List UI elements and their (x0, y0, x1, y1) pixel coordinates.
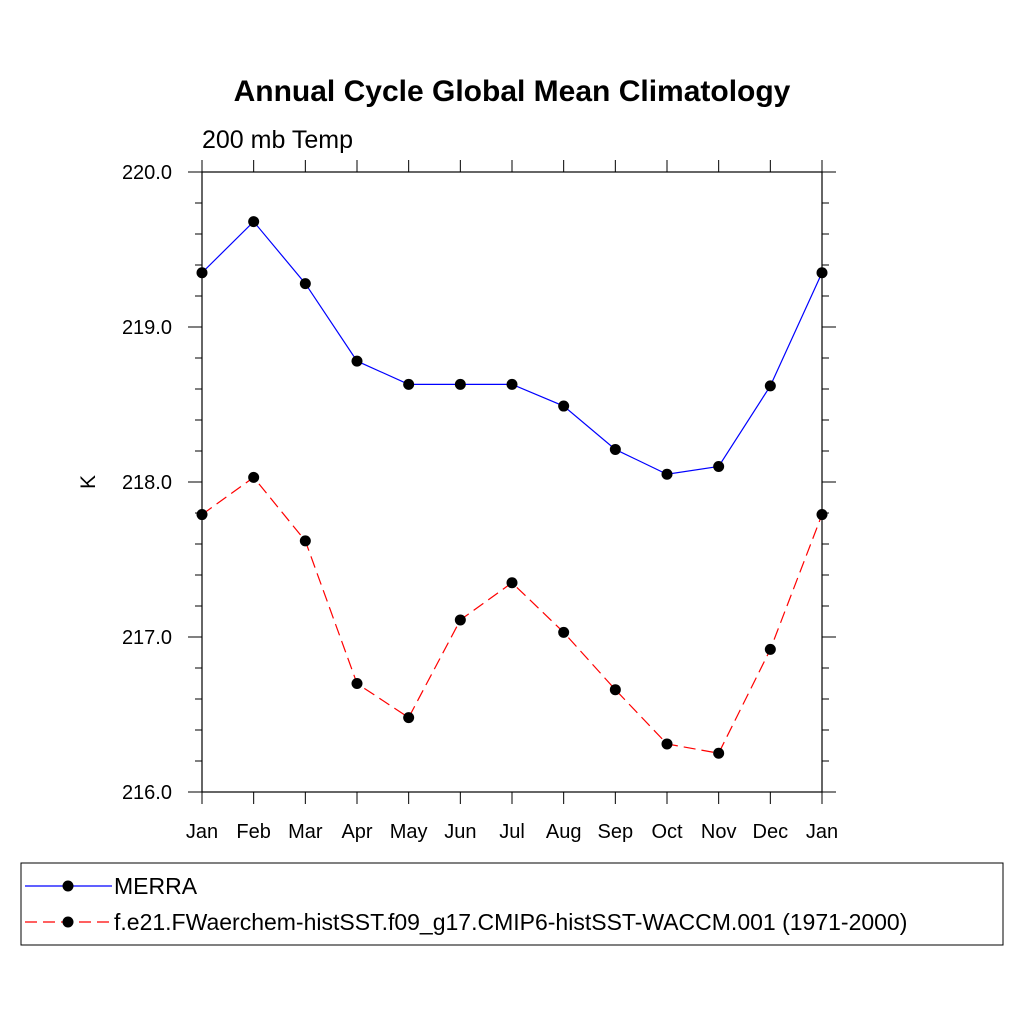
series-1-point (661, 468, 673, 480)
legend-marker-2 (62, 916, 74, 928)
x-tick-label: Aug (546, 821, 582, 843)
series-1-point (403, 378, 415, 390)
x-tick-label: Oct (651, 821, 683, 843)
x-tick-label: Jan (186, 821, 218, 843)
series-line-2 (201, 476, 823, 754)
legend-marker-1 (62, 880, 74, 892)
series-layer (196, 216, 828, 759)
series-1-point (351, 355, 363, 367)
series-1-point (299, 278, 311, 290)
series-1-point (454, 378, 466, 390)
series-2-point (506, 577, 518, 589)
x-tick-label: Nov (701, 821, 737, 843)
plot-frame (201, 171, 823, 793)
axis-ticks (188, 160, 836, 804)
y-axis-label: K (77, 475, 100, 489)
y-tick-label: 218.0 (122, 472, 172, 494)
series-2-point (661, 738, 673, 750)
series-2-point (196, 509, 208, 521)
legend-box (20, 862, 1004, 946)
series-2-point (816, 509, 828, 521)
x-tick-label: Feb (236, 821, 270, 843)
y-tick-label: 217.0 (122, 627, 172, 649)
x-tick-label: Dec (753, 821, 789, 843)
series-2-point (299, 535, 311, 547)
legend-label-2: f.e21.FWaerchem-histSST.f09_g17.CMIP6-hi… (114, 909, 907, 935)
y-tick-label: 219.0 (122, 317, 172, 339)
y-tick-label: 216.0 (122, 782, 172, 804)
x-tick-label: Jul (499, 821, 525, 843)
x-tick-label: Jan (806, 821, 838, 843)
y-tick-label: 220.0 (122, 162, 172, 184)
series-2-point (764, 643, 776, 655)
y-tick-labels: 216.0 217.0 218.0 219.0 220.0 (122, 162, 172, 804)
series-1-point (609, 443, 621, 455)
legend-label-1: MERRA (114, 873, 198, 899)
series-2-point (609, 684, 621, 696)
x-tick-label: Sep (598, 821, 634, 843)
x-tick-label: Mar (288, 821, 323, 843)
chart-subtitle: 200 mb Temp (202, 126, 353, 154)
series-line-1 (201, 220, 823, 475)
series-1-point (713, 461, 725, 472)
series-2-point (248, 471, 260, 483)
x-tick-label: Apr (341, 821, 372, 843)
series-1-point (558, 400, 570, 412)
x-tick-labels: Jan Feb Mar Apr May Jun Jul Aug Sep Oct Nov Dec Jan (186, 821, 838, 843)
x-tick-label: May (390, 821, 428, 843)
x-tick-label: Jun (444, 821, 476, 843)
series-1-point (248, 216, 260, 228)
series-2-point (403, 712, 415, 724)
legend: MERRA f.e21.FWaerchem-histSST.f09_g17.CMI… (25, 873, 907, 935)
chart-title: Annual Cycle Global Mean Climatology (234, 75, 791, 108)
series-2-point (713, 747, 725, 759)
series-2-point (351, 678, 363, 689)
series-1-point (196, 267, 208, 279)
series-2-point (454, 614, 466, 626)
series-2-point (558, 626, 570, 638)
series-1-point (506, 378, 518, 390)
series-1-point (764, 380, 776, 392)
series-1-point (816, 267, 828, 279)
